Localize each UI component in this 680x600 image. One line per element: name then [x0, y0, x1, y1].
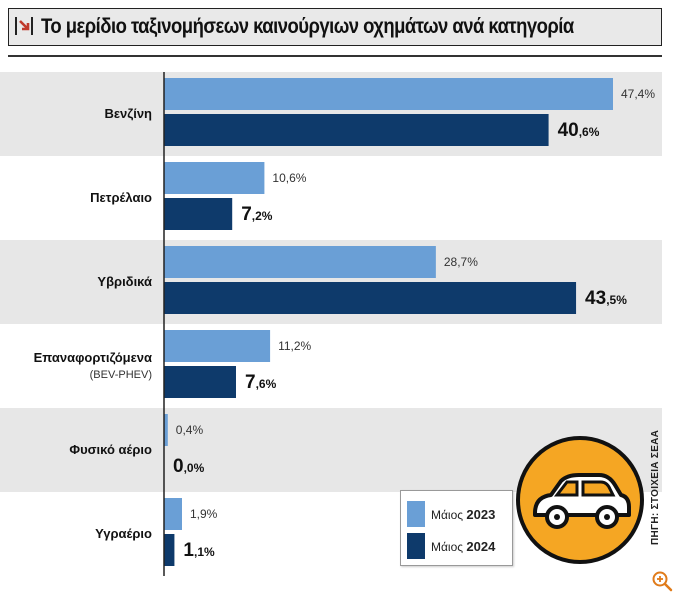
value-label-2023-venzini: 47,4% — [621, 87, 655, 101]
value-label-2023-epanafortizomena: 11,2% — [278, 339, 311, 353]
bar-2023-venzini — [164, 78, 613, 110]
category-label-petrelaio: Πετρέλαιο — [90, 190, 152, 205]
zoom-in-icon[interactable] — [651, 570, 673, 592]
legend-item-2024: Μάιος 2024 — [407, 533, 495, 559]
value-label-2023-fysiko-aerio: 0,4% — [176, 423, 204, 437]
bar-2023-fysiko-aerio — [164, 414, 168, 446]
bar-2024-ygraerio — [164, 534, 175, 566]
bar-2024-venzini — [164, 114, 549, 146]
bar-2023-petrelaio — [164, 162, 265, 194]
value-label-2024-fysiko-aerio: 0,0% — [173, 456, 205, 477]
legend-label-2024-prefix: Μάιος — [431, 539, 467, 554]
category-label-epanafortizomena: Επαναφορτιζόμενα — [34, 350, 152, 365]
bar-2024-epanafortizomena — [164, 366, 236, 398]
value-label-2023-petrelaio: 10,6% — [272, 171, 306, 185]
bar-2023-epanafortizomena — [164, 330, 271, 362]
value-label-2024-petrelaio: 7,2% — [241, 204, 273, 225]
value-label-2023-ygraerio: 1,9% — [190, 507, 218, 521]
value-label-2024-epanafortizomena: 7,6% — [245, 372, 277, 393]
header-divider — [8, 55, 662, 57]
value-label-2023-yvridika: 28,7% — [444, 255, 478, 269]
legend-label-2023-prefix: Μάιος — [431, 507, 467, 522]
legend: Μάιος 2023 Μάιος 2024 — [400, 490, 513, 566]
category-label-venzini: Βενζίνη — [104, 106, 152, 121]
legend-swatch-2024 — [407, 533, 425, 559]
value-label-2024-ygraerio: 1,1% — [183, 540, 215, 561]
category-label-ygraerio: Υγραέριο — [95, 526, 152, 541]
source-label: ΠΗΓΗ: ΣΤΟΙΧΕΙΑ ΣΕΑΑ — [650, 429, 661, 545]
bar-2024-yvridika — [164, 282, 577, 314]
legend-item-2023: Μάιος 2023 — [407, 501, 495, 527]
legend-swatch-2023 — [407, 501, 425, 527]
category-sublabel-epanafortizomena: (BEV-PHEV) — [90, 369, 152, 381]
category-label-yvridika: Υβριδικά — [97, 274, 152, 289]
bar-2023-yvridika — [164, 246, 436, 278]
red-arrow-icon — [15, 17, 33, 35]
bar-2023-ygraerio — [164, 498, 182, 530]
category-label-fysiko-aerio: Φυσικό αέριο — [69, 442, 152, 457]
chart-header: Το μερίδιο ταξινομήσεων καινούργιων οχημ… — [8, 8, 662, 46]
value-label-2024-yvridika: 43,5% — [585, 288, 627, 309]
chart-title: Το μερίδιο ταξινομήσεων καινούργιων οχημ… — [41, 15, 574, 38]
legend-label-2023-year: 2023 — [466, 506, 496, 522]
value-label-2024-venzini: 40,6% — [558, 120, 600, 141]
bar-2024-petrelaio — [164, 198, 233, 230]
car-icon — [516, 436, 644, 564]
legend-label-2024-year: 2024 — [466, 538, 496, 554]
